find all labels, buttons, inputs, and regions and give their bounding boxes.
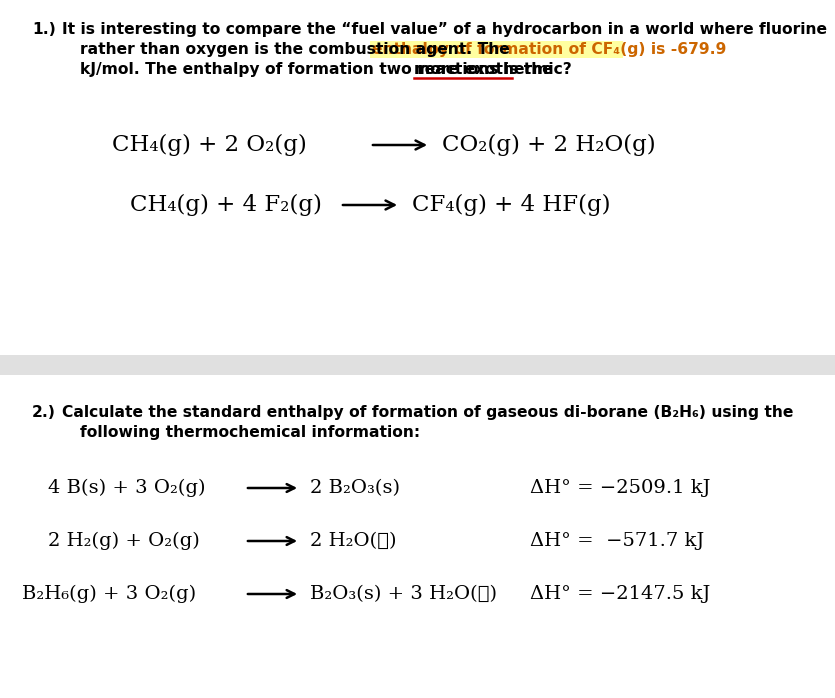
Text: enthalpy of formation of CF₄(g) is -679.9: enthalpy of formation of CF₄(g) is -679.…: [372, 42, 726, 57]
Text: 2.): 2.): [32, 405, 56, 420]
Text: CH₄(g) + 4 F₂(g): CH₄(g) + 4 F₂(g): [130, 194, 321, 216]
Text: 1.): 1.): [32, 22, 56, 37]
Text: rather than oxygen is the combustion agent. The: rather than oxygen is the combustion age…: [80, 42, 515, 57]
Text: kJ/mol. The enthalpy of formation two reactions is the: kJ/mol. The enthalpy of formation two re…: [80, 62, 558, 77]
Bar: [0, 355, 835, 375]
Text: B₂O₃(s) + 3 H₂O(ℓ): B₂O₃(s) + 3 H₂O(ℓ): [310, 585, 497, 603]
Text: CH₄(g) + 2 O₂(g): CH₄(g) + 2 O₂(g): [112, 134, 306, 156]
Text: more exothermic?: more exothermic?: [414, 62, 572, 77]
Text: Calculate the standard enthalpy of formation of gaseous di-borane (B₂H₆) using t: Calculate the standard enthalpy of forma…: [62, 405, 793, 420]
Text: ΔH° = −2147.5 kJ: ΔH° = −2147.5 kJ: [530, 585, 711, 603]
Text: 4 B(s) + 3 O₂(g): 4 B(s) + 3 O₂(g): [48, 479, 205, 497]
Text: 2 H₂(g) + O₂(g): 2 H₂(g) + O₂(g): [48, 532, 200, 550]
Text: ΔH° = −2509.1 kJ: ΔH° = −2509.1 kJ: [530, 479, 711, 497]
Text: CF₄(g) + 4 HF(g): CF₄(g) + 4 HF(g): [412, 194, 610, 216]
Text: 2 B₂O₃(s): 2 B₂O₃(s): [310, 479, 400, 497]
FancyBboxPatch shape: [370, 41, 623, 58]
Text: CO₂(g) + 2 H₂O(g): CO₂(g) + 2 H₂O(g): [442, 134, 655, 156]
Text: B₂H₆(g) + 3 O₂(g): B₂H₆(g) + 3 O₂(g): [22, 585, 196, 603]
Text: ΔH° =  −571.7 kJ: ΔH° = −571.7 kJ: [530, 532, 704, 550]
Text: 2 H₂O(ℓ): 2 H₂O(ℓ): [310, 532, 397, 550]
Text: It is interesting to compare the “fuel value” of a hydrocarbon in a world where : It is interesting to compare the “fuel v…: [62, 22, 827, 37]
Text: following thermochemical information:: following thermochemical information:: [80, 425, 420, 440]
